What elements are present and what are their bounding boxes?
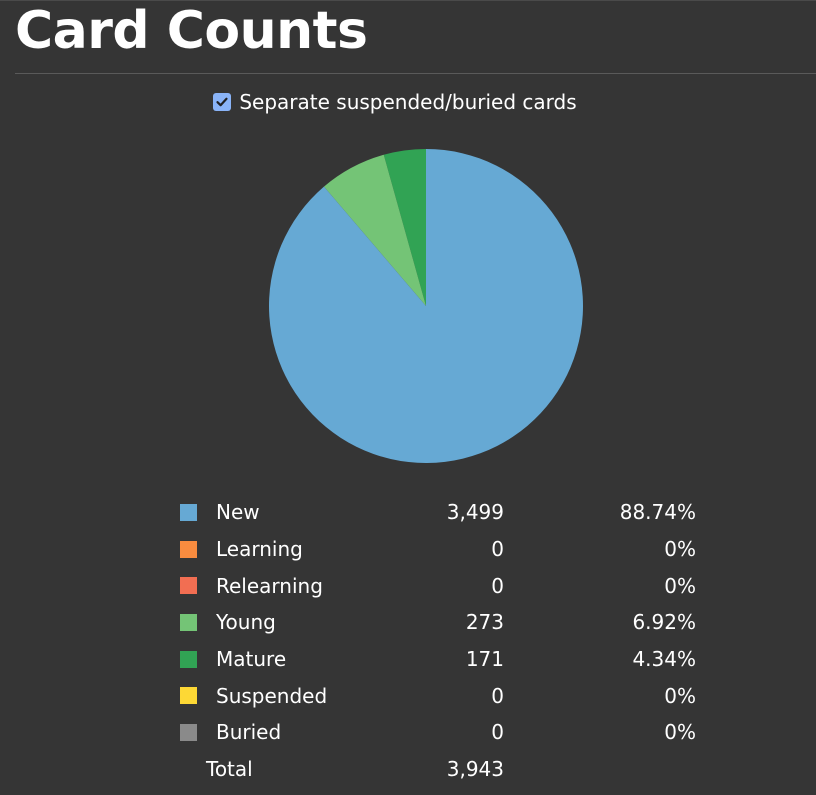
- checkmark-icon: [216, 97, 228, 107]
- legend-percent-mature: 4.34%: [632, 647, 696, 672]
- legend-label-buried: Buried: [216, 720, 282, 745]
- legend-count-suspended: 0: [491, 683, 504, 708]
- separate-suspended-checkbox[interactable]: [213, 93, 232, 111]
- pie-slice-new: [268, 149, 583, 463]
- legend-label-suspended: Suspended: [216, 683, 328, 708]
- legend-percent-buried: 0%: [664, 720, 696, 745]
- legend-row-relearning: Relearning 0 0%: [180, 567, 700, 604]
- pie-slice-young: [323, 154, 426, 306]
- legend-total-row: Total 3,943: [180, 751, 700, 788]
- legend-count-new: 3,499: [446, 500, 504, 525]
- legend-count-mature: 171: [465, 647, 504, 672]
- total-count: 3,943: [446, 757, 504, 782]
- title-divider: [15, 73, 816, 74]
- legend-count-buried: 0: [491, 720, 504, 745]
- legend-label-new: New: [216, 500, 260, 525]
- legend-row-learning: Learning 0 0%: [180, 531, 700, 568]
- legend-percent-new: 88.74%: [619, 500, 696, 525]
- legend-row-suspended: Suspended 0 0%: [180, 677, 700, 714]
- legend-count-relearning: 0: [491, 573, 504, 598]
- separate-suspended-toggle[interactable]: Separate suspended/buried cards: [0, 88, 816, 116]
- top-border: [0, 0, 816, 1]
- legend-swatch-mature: [180, 650, 197, 668]
- legend-row-new: New 3,499 88.74%: [180, 494, 700, 531]
- legend-label-relearning: Relearning: [216, 573, 323, 598]
- legend-percent-young: 6.92%: [632, 610, 696, 635]
- legend-row-buried: Buried 0 0%: [180, 714, 700, 751]
- legend-label-learning: Learning: [216, 537, 303, 562]
- legend-label-mature: Mature: [216, 647, 287, 672]
- legend-count-learning: 0: [491, 537, 504, 562]
- legend-row-young: Young 273 6.92%: [180, 604, 700, 641]
- legend-percent-suspended: 0%: [664, 683, 696, 708]
- legend-percent-learning: 0%: [664, 537, 696, 562]
- legend-count-young: 273: [465, 610, 504, 635]
- legend-swatch-buried: [180, 723, 197, 741]
- legend-percent-relearning: 0%: [664, 573, 696, 598]
- legend-label-young: Young: [216, 610, 276, 635]
- legend-swatch-young: [180, 613, 197, 631]
- card-counts-legend: New 3,499 88.74% Learning 0 0% Relearning 0 0% Yo…: [180, 494, 700, 788]
- legend-swatch-new: [180, 503, 197, 521]
- legend-swatch-suspended: [180, 687, 197, 705]
- pie-slice-mature: [383, 149, 426, 306]
- page-title: Card Counts: [15, 1, 368, 61]
- legend-swatch-relearning: [180, 577, 197, 595]
- separate-suspended-label: Separate suspended/buried cards: [239, 90, 577, 114]
- legend-row-mature: Mature 171 4.34%: [180, 641, 700, 678]
- total-label: Total: [206, 757, 253, 782]
- legend-swatch-learning: [180, 540, 197, 558]
